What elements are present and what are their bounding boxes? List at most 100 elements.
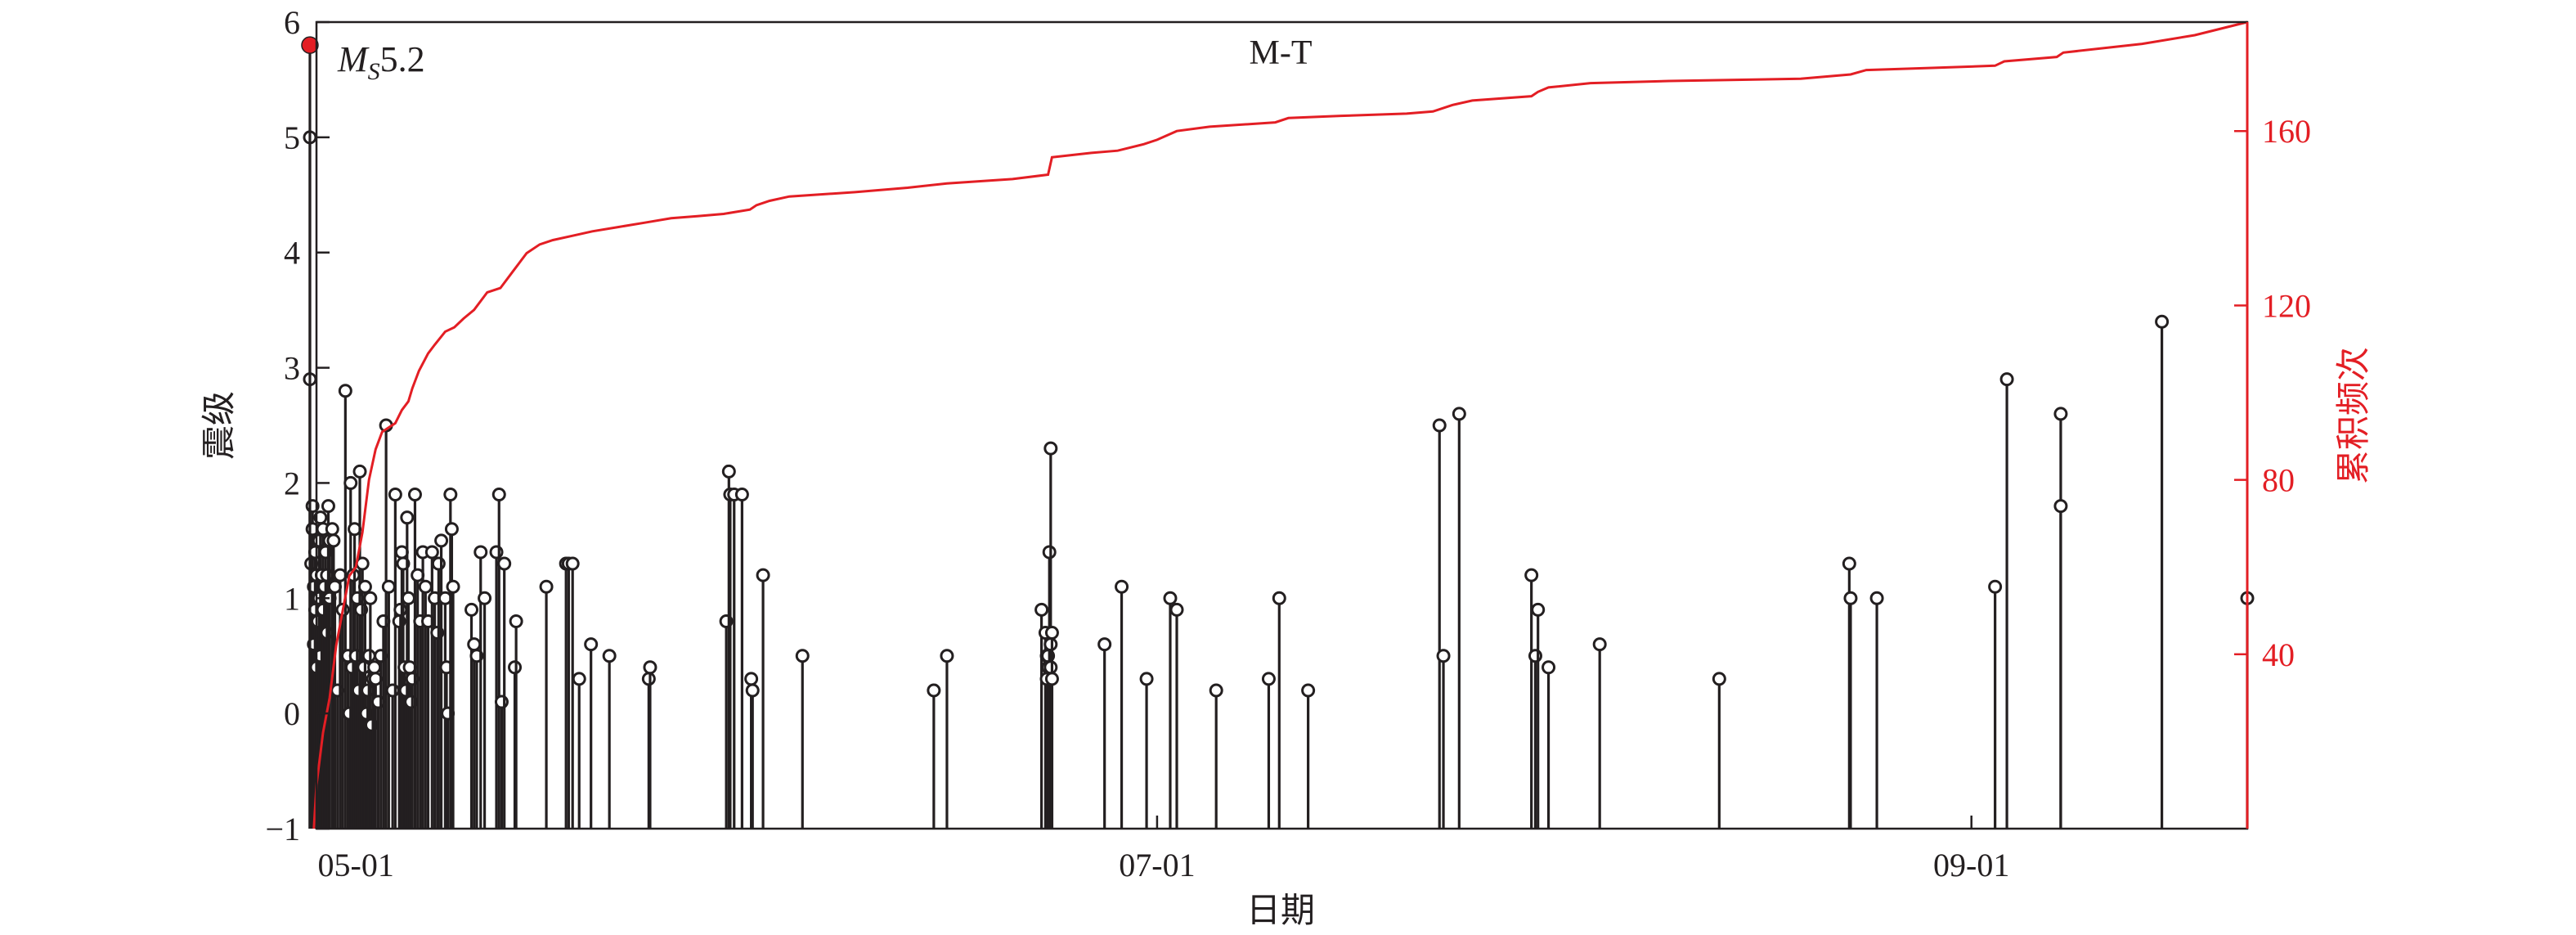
y2-tick-label: 160 <box>2262 113 2311 150</box>
stem-mark <box>721 464 736 829</box>
stem-point <box>602 649 617 663</box>
x-tick-label: 05-01 <box>318 847 394 883</box>
stem-mark <box>1531 602 1546 829</box>
stem-mark <box>1524 568 1539 829</box>
stem-point <box>352 464 367 479</box>
y2-axis-title: 累积频次 <box>2333 347 2373 484</box>
stem-point <box>1139 672 1154 686</box>
stem-mark <box>508 660 523 829</box>
stem-mark <box>2053 499 2068 829</box>
stem-mark <box>1209 683 1223 829</box>
stem-point <box>326 533 341 548</box>
stem-point <box>927 683 941 698</box>
stem-point <box>497 556 512 571</box>
stem-point <box>1712 672 1726 686</box>
stem-point <box>338 384 352 398</box>
stem-point <box>1542 660 1556 675</box>
stem-point <box>388 488 402 502</box>
chart-title: M-T <box>1250 34 1313 72</box>
stem-point <box>491 488 506 502</box>
stem-mark <box>446 579 460 829</box>
stem-mark <box>745 683 760 829</box>
stem-point <box>473 545 488 560</box>
magnitude-stems: MS5.2 <box>301 36 2255 829</box>
stem-point <box>343 475 358 490</box>
stem-point <box>446 579 460 594</box>
mainshock-label-subscript: S <box>368 58 380 85</box>
stem-point <box>1436 649 1451 663</box>
stem-mark <box>1169 602 1184 829</box>
stem-mark <box>539 579 554 829</box>
stem-point <box>1042 545 1057 560</box>
stem-point <box>467 637 482 652</box>
stem-mark <box>940 649 954 829</box>
cumulative-frequency-line-group <box>312 20 2248 829</box>
stem-point <box>1169 602 1184 617</box>
stem-mark <box>1044 672 1059 829</box>
y-tick-label: 3 <box>284 350 300 387</box>
mainshock-point <box>301 36 319 54</box>
stem-point <box>2053 499 2068 514</box>
stem-mark <box>1712 672 1726 829</box>
stem-mark <box>1436 649 1451 829</box>
stem-mark <box>1163 591 1178 829</box>
stem-point <box>1043 441 1058 456</box>
stem-point <box>744 672 759 686</box>
stem-mark <box>734 488 749 829</box>
stem-point <box>418 579 433 594</box>
y-tick-label: −1 <box>265 811 300 847</box>
stem-mark <box>443 488 458 829</box>
mainshock-label-prefix: M <box>337 39 370 79</box>
stem-mark <box>1115 579 1129 829</box>
stem-mark <box>1261 672 1276 829</box>
stem-point <box>357 579 372 594</box>
stem-point <box>1209 683 1223 698</box>
stem-point <box>1999 372 2014 387</box>
y-tick-label: 0 <box>284 695 300 732</box>
stem-mark <box>497 556 512 829</box>
stem-mark <box>1042 545 1057 829</box>
plot-frame <box>315 20 2249 830</box>
stem-mark <box>491 488 506 829</box>
stem-point <box>489 545 504 560</box>
stem-point <box>1988 579 2003 594</box>
y2-tick-label: 80 <box>2262 462 2295 499</box>
mainshock-label-value: 5.2 <box>380 39 425 79</box>
stem-mark <box>407 488 422 829</box>
y-tick-label: 5 <box>284 119 300 156</box>
stem-mark <box>1842 556 1856 829</box>
y-tick-label: 4 <box>284 235 300 272</box>
stem-mark <box>2155 314 2170 829</box>
stem-point <box>2155 314 2170 329</box>
mainshock-label: MS5.2 <box>337 39 425 85</box>
y-tick-label: 1 <box>284 580 300 617</box>
stem-point <box>1044 626 1059 641</box>
stem-point <box>1034 602 1049 617</box>
stem-point <box>1301 683 1316 698</box>
stem-point <box>407 488 422 502</box>
stem-mark <box>352 464 367 829</box>
stem-point <box>1531 602 1546 617</box>
stem-mark <box>348 522 362 829</box>
stem-mark <box>1999 372 2014 829</box>
stem-mark <box>1097 637 1112 829</box>
stem-point <box>565 556 580 571</box>
stem-mark <box>509 614 523 829</box>
y2-tick-label: 120 <box>2262 287 2311 324</box>
stem-point <box>363 591 378 605</box>
x-tick-label: 07-01 <box>1119 847 1195 883</box>
stem-point <box>1432 418 1447 433</box>
stem-mark <box>1139 672 1154 829</box>
stem-mark <box>478 591 492 829</box>
stem-point <box>325 522 339 537</box>
stem-point <box>1524 568 1539 582</box>
stem-point <box>1043 637 1058 652</box>
stem-mark <box>1432 418 1447 829</box>
stem-point <box>1163 591 1178 605</box>
stem-point <box>434 533 449 548</box>
chart-axes: −1 0 1 2 3 4 5 6 40 80 120 160 05-01 07-01 09-01 <box>265 4 2311 883</box>
stem-mark <box>795 649 810 829</box>
stem-point <box>584 637 599 652</box>
stem-mark <box>641 672 656 829</box>
